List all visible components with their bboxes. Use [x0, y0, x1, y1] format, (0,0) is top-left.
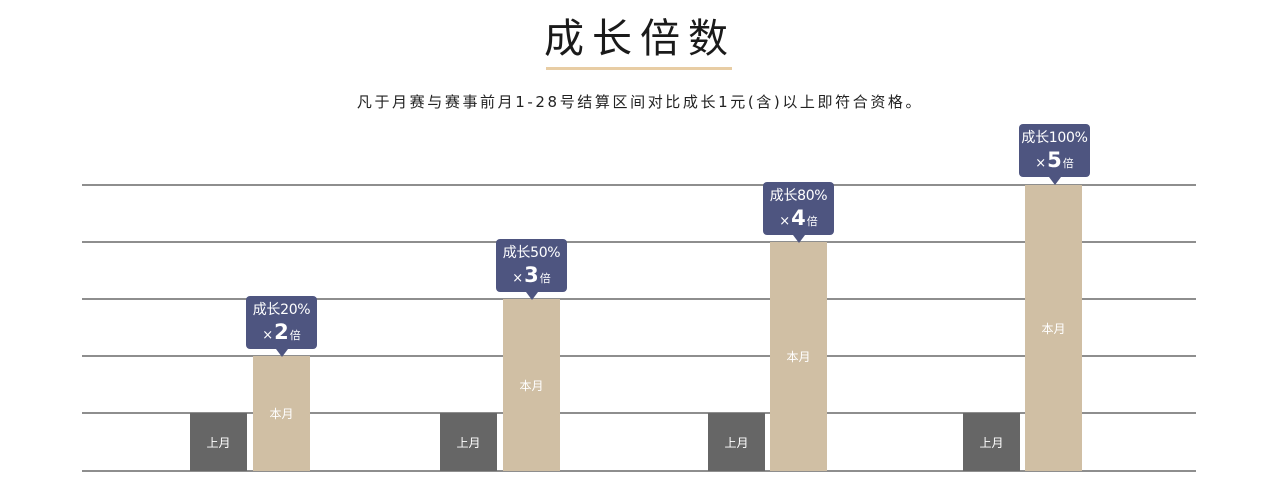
multiplier: ×3倍 — [512, 263, 551, 287]
title-underline — [546, 67, 732, 70]
growth-callout: 成长100% ×5倍 — [1019, 124, 1090, 185]
gridline — [82, 355, 1196, 357]
growth-callout: 成长50% ×3倍 — [496, 239, 567, 300]
growth-percent: 成长100% — [1021, 130, 1088, 146]
page-title: 成长倍数 — [544, 16, 736, 62]
bar-label: 本月 — [519, 378, 544, 393]
eligibility-description: 凡于月赛与赛事前月1-28号结算区间对比成长1元(含)以上即符合资格。 — [356, 93, 924, 111]
gridline-baseline — [82, 470, 1196, 472]
bar-label: 上月 — [456, 435, 481, 450]
bar-label: 上月 — [206, 435, 231, 450]
gridline — [82, 412, 1196, 414]
bar-label: 本月 — [269, 407, 294, 421]
growth-percent: 成长50% — [502, 245, 561, 261]
current-month-bar: 本月 — [1025, 185, 1082, 471]
multiplier: ×5倍 — [1035, 148, 1074, 172]
bar-label: 本月 — [1041, 321, 1066, 336]
bar-label: 上月 — [979, 435, 1004, 450]
bar-label: 本月 — [786, 350, 811, 364]
current-month-bar: 本月 — [503, 299, 560, 471]
multiplier: ×4倍 — [779, 206, 818, 230]
growth-callout: 成长20% ×2倍 — [246, 296, 317, 357]
bar-label: 上月 — [724, 435, 749, 450]
growth-percent: 成长80% — [769, 188, 828, 204]
multiplier: ×2倍 — [262, 320, 301, 344]
gridline — [82, 298, 1196, 300]
current-month-bar: 本月 — [770, 242, 827, 471]
current-month-bar: 本月 — [253, 356, 310, 471]
prev-month-bar: 上月 — [190, 413, 247, 471]
gridline — [82, 184, 1196, 186]
prev-month-bar: 上月 — [708, 413, 765, 471]
gridline — [82, 241, 1196, 243]
growth-percent: 成长20% — [252, 302, 311, 318]
prev-month-bar: 上月 — [963, 413, 1020, 471]
growth-callout: 成长80% ×4倍 — [763, 182, 834, 243]
prev-month-bar: 上月 — [440, 413, 497, 471]
